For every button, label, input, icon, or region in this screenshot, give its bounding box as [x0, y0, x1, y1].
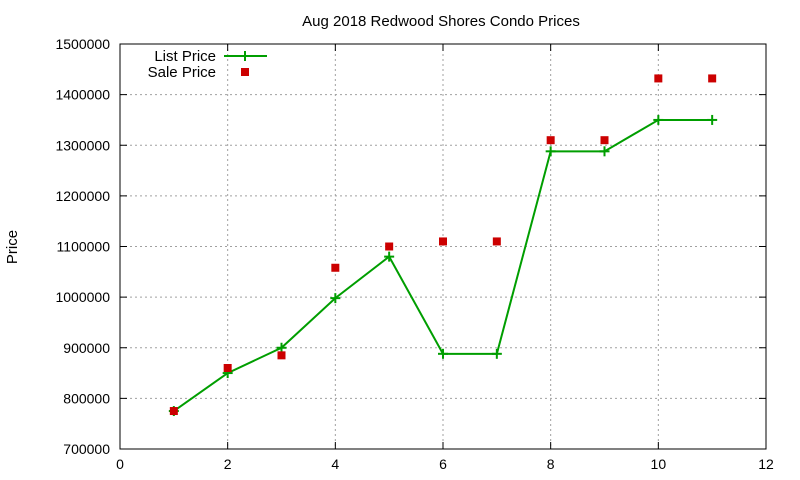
y-tick-label: 700000: [63, 441, 110, 457]
list-price-point: [330, 293, 341, 304]
sale-price-point: [546, 136, 555, 145]
list-price-point: [653, 114, 664, 125]
sale-price-point: [439, 237, 447, 246]
x-tick-label: 10: [651, 456, 667, 472]
chart-title: Aug 2018 Redwood Shores Condo Prices: [302, 13, 580, 30]
legend-marker-sale-price: [241, 68, 249, 76]
ticks-layer: 700000 800000 900000 1000000 1100000 1200000 1…: [55, 36, 774, 472]
y-tick-label: 1000000: [55, 289, 110, 305]
list-price-point: [438, 348, 448, 359]
sale-price-point: [277, 351, 286, 360]
legend-label-sale-price: Sale Price: [148, 64, 216, 81]
sale-price-point: [169, 407, 178, 416]
list-price-point: [545, 146, 556, 157]
x-tick-label: 0: [116, 456, 124, 472]
x-tick-label: 2: [224, 456, 232, 472]
y-tick-label: 900000: [63, 340, 110, 356]
sale-price-point: [600, 136, 609, 145]
list-price-point: [599, 146, 610, 157]
y-axis-label: Price: [4, 230, 21, 264]
y-tick-label: 1100000: [57, 239, 111, 255]
x-tick-label: 8: [547, 456, 555, 472]
legend-label-list-price: List Price: [154, 48, 216, 65]
x-tick-label: 6: [439, 456, 447, 472]
sale-price-point: [654, 74, 663, 83]
legend-marker-list-price: [240, 51, 250, 61]
y-tick-label: 1400000: [55, 87, 110, 103]
list-price-point: [491, 348, 502, 359]
list-price-point: [276, 342, 287, 353]
list-price-point: [707, 114, 718, 125]
series-layer: [168, 74, 718, 417]
x-tick-label: 4: [331, 456, 339, 472]
list-price-point: [384, 251, 395, 262]
y-tick-label: 1500000: [55, 36, 110, 52]
sale-price-point: [223, 364, 232, 372]
y-tick-label: 800000: [63, 390, 110, 406]
x-tick-label: 12: [758, 456, 774, 472]
sale-price-point: [331, 263, 340, 272]
grid-layer: [120, 44, 766, 449]
y-tick-label: 1200000: [55, 188, 110, 204]
y-tick-label: 1300000: [55, 137, 110, 153]
sale-price-point: [708, 74, 717, 83]
sale-price-point: [385, 242, 394, 251]
sale-price-point: [492, 237, 501, 246]
